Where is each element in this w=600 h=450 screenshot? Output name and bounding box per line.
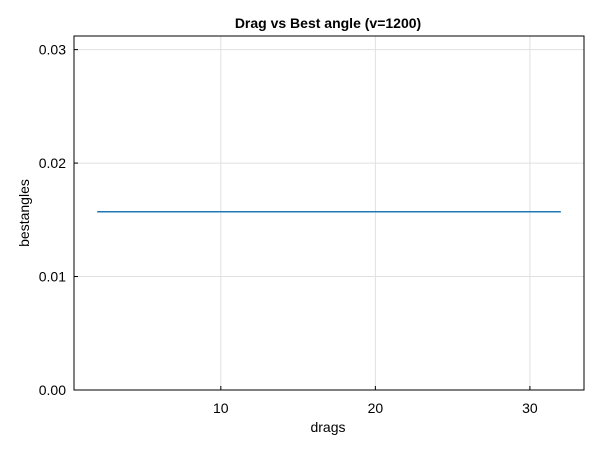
y-tick-label: 0.03	[39, 42, 66, 58]
y-axis-ticks: 0.00 0.01 0.02 0.03	[39, 42, 78, 398]
x-tick-label: 10	[213, 400, 229, 416]
x-axis-ticks: 10 20 30	[213, 386, 538, 416]
chart-title: Drag vs Best angle (v=1200)	[235, 15, 421, 31]
y-tick-label: 0.01	[39, 269, 66, 285]
y-tick-label: 0.02	[39, 155, 66, 171]
y-tick-label: 0.00	[39, 382, 66, 398]
x-axis-label: drags	[310, 419, 345, 435]
x-tick-label: 20	[368, 400, 384, 416]
y-axis-label: bestangles	[16, 179, 32, 247]
x-tick-label: 30	[522, 400, 538, 416]
plot-frame	[73, 35, 585, 391]
